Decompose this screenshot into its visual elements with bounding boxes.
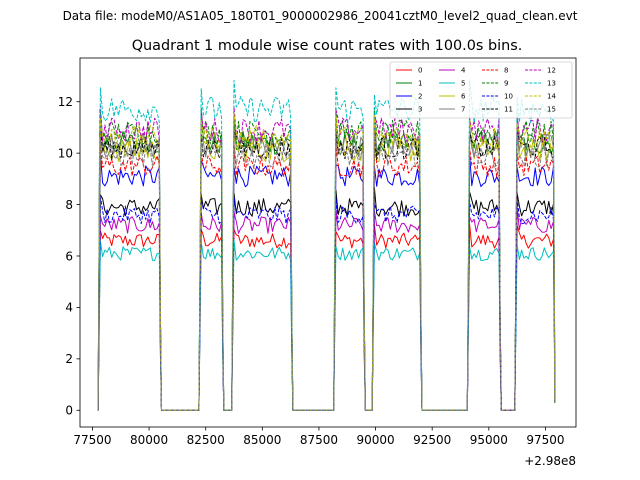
- chart-title: Quadrant 1 module wise count rates with …: [132, 38, 523, 54]
- legend-label-9: 9: [504, 80, 508, 88]
- axes-frame: [79, 57, 577, 428]
- x-tick-label: 95000: [470, 433, 508, 447]
- x-tick-label: 80000: [130, 433, 168, 447]
- y-tick-label: 10: [58, 146, 73, 160]
- series-line-14: [97, 112, 556, 411]
- y-tick-label: 2: [65, 352, 73, 366]
- legend-label-1: 1: [418, 80, 422, 88]
- legend-label-11: 11: [504, 106, 513, 114]
- series-line-12: [97, 105, 556, 411]
- legend-label-5: 5: [461, 80, 465, 88]
- x-offset-label: +2.98e8: [524, 454, 576, 468]
- legend-label-4: 4: [461, 67, 466, 75]
- series-line-2: [97, 153, 556, 411]
- legend-label-12: 12: [547, 67, 556, 75]
- series-line-9: [97, 106, 556, 411]
- series-line-7: [97, 119, 556, 411]
- series-line-0: [97, 223, 556, 411]
- legend-label-2: 2: [418, 93, 422, 101]
- x-tick-label: 87500: [300, 433, 338, 447]
- y-tick-label: 8: [65, 198, 73, 212]
- legend-label-13: 13: [547, 80, 556, 88]
- figure-suptitle: Data file: modeM0/AS1A05_180T01_90000029…: [63, 9, 578, 23]
- legend-label-3: 3: [418, 106, 422, 114]
- x-tick-label: 90000: [356, 433, 394, 447]
- x-tick-label: 85000: [243, 433, 281, 447]
- series-line-4: [97, 207, 556, 411]
- series-line-10: [97, 196, 556, 411]
- series-line-3: [97, 187, 556, 411]
- legend-box: [389, 61, 573, 119]
- x-tick-label: 82500: [187, 433, 225, 447]
- legend-label-6: 6: [461, 93, 466, 101]
- legend-label-15: 15: [547, 106, 556, 114]
- x-tick-label: 77500: [73, 433, 111, 447]
- series-line-1: [97, 115, 556, 411]
- series-line-15: [97, 130, 556, 411]
- series-line-8: [97, 142, 556, 411]
- series-line-11: [97, 127, 556, 411]
- series-line-5: [97, 239, 556, 411]
- x-tick-label: 92500: [413, 433, 451, 447]
- plot-area: 77500 80000 82500 85000 87500 90000 92500 95000…: [58, 57, 577, 468]
- series-lines: [97, 79, 556, 411]
- legend-label-8: 8: [504, 67, 508, 75]
- legend-label-7: 7: [461, 106, 465, 114]
- y-tick-label: 12: [58, 95, 73, 109]
- series-line-13: [97, 79, 556, 411]
- legend-label-0: 0: [418, 67, 422, 75]
- legend-label-10: 10: [504, 93, 513, 101]
- y-tick-label: 4: [65, 301, 73, 315]
- legend-label-14: 14: [547, 93, 556, 101]
- y-tick-label: 0: [65, 404, 73, 418]
- y-tick-label: 6: [65, 249, 73, 263]
- x-tick-label: 97500: [526, 433, 564, 447]
